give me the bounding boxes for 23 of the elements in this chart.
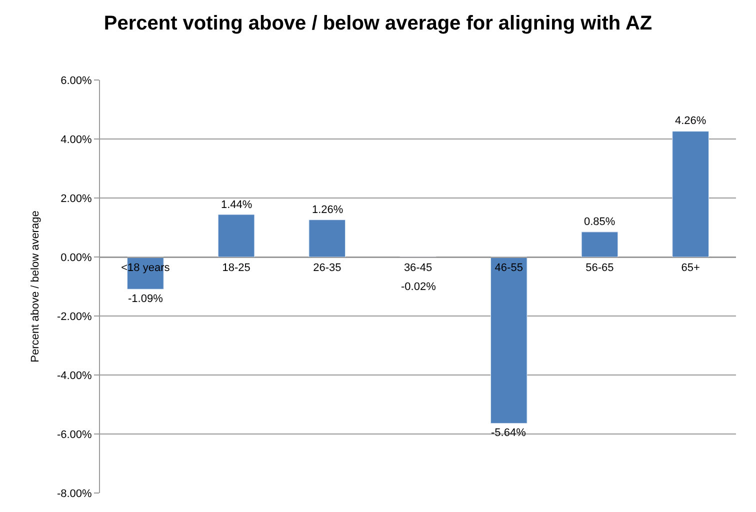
y-tick-label: 6.00%: [60, 74, 92, 87]
y-tick-label: -4.00%: [56, 370, 92, 382]
y-tick-label: 0.00%: [60, 252, 92, 264]
y-tick-label: 4.00%: [60, 134, 92, 146]
x-tick-label: 26-35: [313, 262, 342, 274]
data-label: -1.09%: [128, 293, 164, 305]
y-tick-label: 2.00%: [60, 192, 92, 205]
x-tick-label: 56-65: [586, 262, 614, 274]
data-label: 4.26%: [675, 115, 706, 127]
data-label: 1.26%: [312, 204, 344, 216]
x-tick-label: 36-45: [404, 262, 432, 274]
x-tick-label: 65+: [681, 262, 700, 274]
y-tick-label: -2.00%: [56, 310, 92, 323]
data-label: -0.02%: [401, 281, 436, 293]
chart-title: Percent voting above / below average for aligning with AZ: [104, 12, 652, 34]
data-label: 1.44%: [221, 199, 252, 211]
x-tick-label: 18-25: [222, 262, 250, 274]
x-tick-label: 46-55: [494, 262, 523, 274]
data-label: -5.64%: [491, 427, 526, 439]
data-label: 0.85%: [584, 216, 616, 228]
y-tick-label: -8.00%: [56, 488, 92, 500]
y-tick-label: -6.00%: [56, 428, 92, 441]
y-axis-title: Percent above / below average: [30, 210, 42, 362]
